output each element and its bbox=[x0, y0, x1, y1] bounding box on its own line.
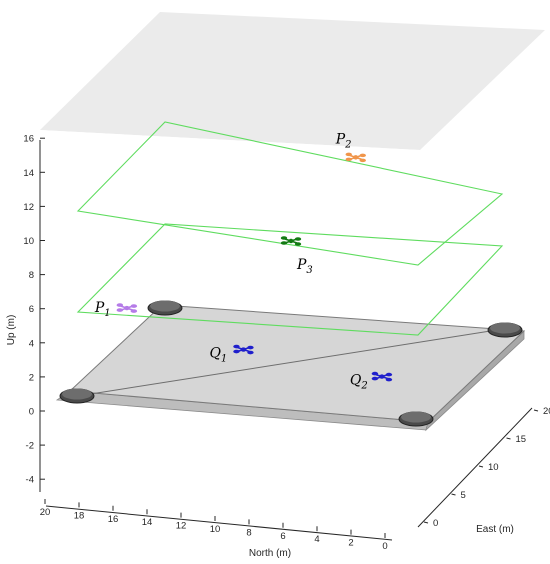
north-tick-label: 18 bbox=[74, 510, 85, 521]
corner-pads bbox=[59, 300, 523, 427]
north-tick-label: 12 bbox=[176, 521, 187, 532]
north-tick-label: 10 bbox=[210, 524, 221, 535]
east-tick-label: 15 bbox=[516, 434, 527, 445]
east-axis-label: East (m) bbox=[476, 524, 514, 535]
north-axis-label: North (m) bbox=[249, 548, 291, 559]
drone-points: P1 P2 P3 Q1 Q2 bbox=[94, 131, 393, 392]
up-tick-label: 6 bbox=[29, 304, 34, 315]
platform-diagonal bbox=[77, 328, 504, 397]
east-tick-mark bbox=[451, 493, 456, 496]
up-tick-label: 8 bbox=[29, 270, 34, 281]
east-tick-label: 10 bbox=[488, 462, 499, 473]
corner-pad-nw bbox=[147, 300, 183, 316]
east-tick-mark bbox=[478, 465, 484, 468]
up-axis-label: Up (m) bbox=[6, 315, 17, 346]
corner-pad-sw bbox=[59, 388, 95, 404]
north-tick-label: 16 bbox=[108, 514, 119, 525]
north-tick-label: 14 bbox=[142, 517, 153, 528]
drone-marker-p2 bbox=[345, 152, 366, 163]
east-tick-mark bbox=[423, 521, 429, 524]
north-tick-label: 8 bbox=[246, 527, 251, 538]
drone-marker-p1 bbox=[116, 303, 138, 313]
drone-marker-q1 bbox=[233, 344, 254, 355]
east-tick-label: 20 bbox=[543, 406, 550, 417]
east-tick-mark bbox=[533, 409, 539, 412]
up-tick-label: 0 bbox=[29, 407, 34, 418]
east-tick-mark bbox=[506, 437, 511, 440]
drone-label: Q2 bbox=[350, 373, 368, 392]
drone-marker-p3 bbox=[280, 236, 302, 246]
up-tick-label: -2 bbox=[26, 441, 34, 452]
plane-lower bbox=[76, 223, 504, 336]
east-tick-label: 0 bbox=[433, 518, 438, 529]
corner-pad-se bbox=[398, 411, 434, 427]
north-tick-label: 6 bbox=[280, 531, 285, 542]
drone-label: P1 bbox=[94, 300, 111, 319]
drone-marker-q2 bbox=[371, 371, 393, 382]
up-axis: -4 -2 0 2 4 6 8 10 12 14 16 Up (m) bbox=[6, 134, 45, 492]
up-tick-label: 10 bbox=[23, 236, 34, 247]
up-tick-label: 16 bbox=[23, 134, 34, 145]
east-axis: 0 5 10 15 20 East (m) bbox=[417, 406, 550, 535]
corner-pad-ne bbox=[487, 322, 523, 338]
back-wall-panel bbox=[40, 12, 545, 150]
north-tick-label: 2 bbox=[348, 538, 353, 549]
north-tick-label: 20 bbox=[40, 507, 51, 518]
up-tick-label: 4 bbox=[29, 338, 34, 349]
plane-upper bbox=[76, 121, 504, 266]
drone-label: P2 bbox=[335, 131, 352, 150]
north-axis: 0 2 4 6 8 10 12 14 16 18 20 North (m) bbox=[40, 499, 393, 559]
drone-label: Q1 bbox=[209, 346, 227, 365]
up-tick-label: 2 bbox=[29, 372, 34, 383]
up-tick-label: 14 bbox=[23, 168, 34, 179]
drone-label: P3 bbox=[296, 257, 313, 276]
up-tick-label: 12 bbox=[23, 202, 34, 213]
north-tick-label: 4 bbox=[314, 534, 319, 545]
east-tick-label: 5 bbox=[461, 490, 466, 501]
up-tick-label: -4 bbox=[26, 475, 34, 486]
north-tick-label: 0 bbox=[382, 541, 387, 552]
